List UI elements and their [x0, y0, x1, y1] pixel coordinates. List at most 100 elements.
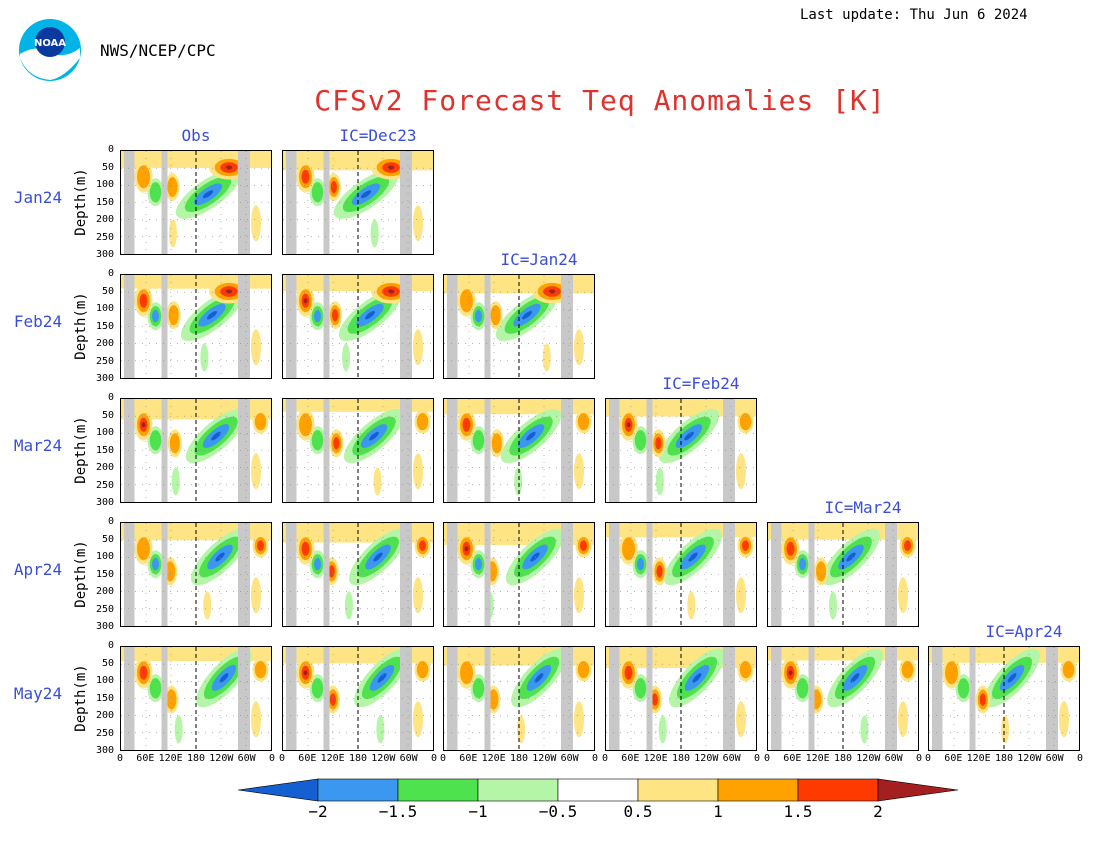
- panel-feb24-0: [120, 274, 272, 379]
- depth-tick: 150: [95, 692, 114, 704]
- anomaly-contour: [798, 558, 807, 571]
- anomaly-field: [606, 399, 756, 502]
- longitude-tick: 60E: [298, 753, 317, 764]
- colorbar-segment: [397, 778, 479, 802]
- longitude-tick: 0: [1076, 753, 1084, 764]
- land-mask: [447, 523, 458, 626]
- land-mask: [238, 399, 250, 502]
- land-mask: [286, 523, 297, 626]
- anomaly-contour: [548, 289, 556, 294]
- longitude-tick: 180: [671, 753, 691, 764]
- anomaly-contour: [634, 430, 647, 451]
- colorbar-segment: [317, 778, 399, 802]
- longitude-tick: 120E: [320, 753, 345, 764]
- anomaly-contour: [303, 298, 308, 304]
- anomaly-field: [444, 399, 594, 502]
- anomaly-field: [768, 647, 918, 750]
- depth-tick: 50: [101, 285, 114, 297]
- anomaly-contour: [692, 673, 702, 683]
- anomaly-contour: [626, 422, 631, 428]
- anomaly-contour: [149, 430, 162, 451]
- anomaly-contour: [416, 413, 429, 431]
- longitude-tick: 60W: [1045, 753, 1064, 764]
- longitude-tick: 60W: [884, 753, 903, 764]
- longitude-tick: 60W: [722, 753, 741, 764]
- colorbar-label: −1.5: [378, 802, 418, 821]
- anomaly-contour: [530, 552, 540, 562]
- land-mask: [723, 399, 735, 502]
- anomaly-contour: [688, 552, 698, 562]
- anomaly-field: [283, 523, 433, 626]
- anomaly-contour: [534, 673, 544, 683]
- land-mask: [609, 523, 620, 626]
- longitude-tick: 120W: [209, 753, 234, 764]
- anomaly-contour: [202, 190, 214, 199]
- colorbar-label: 2: [873, 802, 883, 821]
- depth-tick: 200: [95, 586, 114, 597]
- anomaly-contour: [333, 437, 340, 450]
- anomaly-contour: [301, 541, 310, 556]
- longitude-tick: 0: [116, 753, 124, 764]
- anomaly-contour: [329, 693, 336, 706]
- longitude-tick: 0: [924, 753, 932, 764]
- land-mask: [323, 523, 330, 626]
- depth-tick: 0: [107, 516, 114, 527]
- anomaly-contour: [168, 305, 179, 326]
- anomaly-contour: [574, 577, 584, 614]
- depth-tick: 50: [101, 161, 114, 173]
- anomaly-contour: [251, 205, 261, 242]
- anomaly-field: [121, 523, 271, 626]
- land-mask: [238, 275, 250, 378]
- land-mask: [484, 523, 491, 626]
- land-mask: [124, 647, 135, 750]
- anomaly-contour: [474, 558, 483, 571]
- longitude-tick: 0: [439, 753, 447, 764]
- longitude-tick: 120W: [371, 753, 396, 764]
- panel-apr24-0: [120, 522, 272, 627]
- land-mask: [124, 275, 135, 378]
- anomaly-contour: [251, 701, 261, 738]
- colorbar-segment: [717, 778, 799, 802]
- anomaly-contour: [472, 678, 485, 699]
- depth-tick: 300: [95, 745, 114, 756]
- anomaly-contour: [251, 577, 261, 614]
- longitude-tick: 60W: [399, 753, 418, 764]
- depth-tick: 250: [95, 355, 114, 367]
- anomaly-field: [444, 275, 594, 378]
- anomaly-contour: [211, 431, 221, 441]
- anomaly-contour: [741, 540, 750, 551]
- anomaly-contour: [636, 558, 645, 571]
- panel-apr24-1: [282, 522, 434, 627]
- anomaly-contour: [387, 165, 395, 170]
- anomaly-contour: [651, 693, 658, 706]
- anomaly-contour: [360, 190, 372, 199]
- anomaly-contour: [313, 558, 322, 571]
- depth-tick: 50: [101, 409, 114, 421]
- depth-tick: 100: [95, 427, 114, 438]
- depth-tick: 300: [95, 373, 114, 384]
- anomaly-contour: [137, 165, 150, 189]
- longitude-tick: 120E: [643, 753, 668, 764]
- agency-name: NWS/NCEP/CPC: [100, 41, 216, 60]
- depth-tick: 0: [107, 144, 114, 155]
- column-header-1: IC=Dec23: [339, 126, 417, 145]
- land-mask: [484, 275, 491, 378]
- anomaly-contour: [215, 552, 225, 562]
- logo-text: NOAA: [34, 38, 66, 49]
- anomaly-contour: [413, 205, 423, 242]
- anomaly-contour: [344, 591, 353, 620]
- anomaly-contour: [577, 413, 590, 431]
- anomaly-contour: [139, 665, 148, 680]
- anomaly-contour: [957, 678, 970, 699]
- anomaly-contour: [490, 305, 501, 326]
- anomaly-contour: [174, 715, 183, 744]
- land-mask: [323, 151, 330, 254]
- land-mask: [161, 151, 168, 254]
- longitude-tick: 0: [915, 753, 923, 764]
- anomaly-contour: [254, 661, 267, 679]
- surface-anomaly-band: [283, 399, 433, 412]
- colorbar-graphic: [237, 778, 959, 802]
- anomaly-contour: [474, 310, 483, 323]
- anomaly-contour: [472, 430, 485, 451]
- anomaly-contour: [903, 540, 912, 551]
